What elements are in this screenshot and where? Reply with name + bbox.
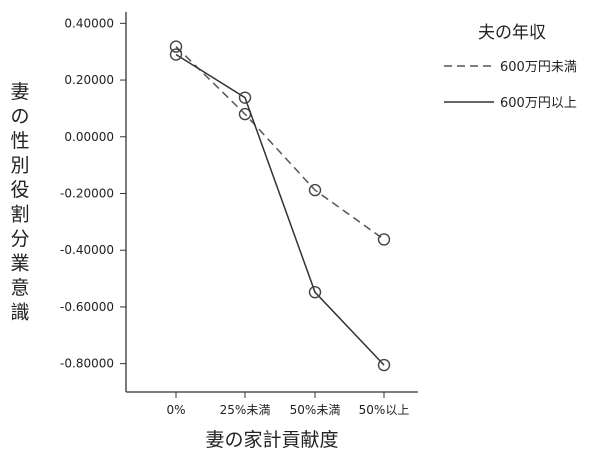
legend-label: 600万円以上: [500, 96, 577, 111]
data-point: [169, 40, 183, 53]
y-axis-label-char: 性: [10, 130, 29, 152]
y-axis-label-char: 分: [10, 228, 29, 250]
y-tick-label: 0.40000: [64, 16, 114, 30]
x-tick-label: 50%未満: [290, 403, 341, 417]
legend-items: 600万円未満 600万円以上: [444, 60, 577, 111]
y-axis-label-char: 識: [10, 302, 29, 324]
series-1: [169, 40, 391, 246]
y-axis-label-char: 業: [10, 253, 29, 275]
data-point: [169, 48, 183, 61]
x-tick-label: 25%未満: [220, 403, 271, 417]
series-layer: [169, 40, 391, 372]
y-axis-ticks: 0.40000 0.20000 0.00000 -0.20000 -0.40000 -0.…: [60, 16, 126, 371]
y-tick-label: -0.60000: [60, 300, 114, 314]
legend-item: 600万円未満: [444, 60, 577, 75]
plot-frame: [125, 12, 418, 393]
data-point: [238, 91, 252, 104]
y-tick-label: -0.40000: [60, 243, 114, 257]
y-tick-label: -0.20000: [60, 186, 114, 200]
y-tick-label: 0.20000: [64, 73, 114, 87]
series-2: [169, 48, 391, 372]
x-tick-label: 0%: [166, 403, 185, 417]
y-axis-label-char: 役: [10, 179, 29, 201]
y-axis-label-char: 別: [10, 155, 29, 177]
data-point: [377, 358, 391, 372]
series-line: [175, 46, 385, 241]
data-point: [308, 183, 322, 197]
y-axis-label-char: 意: [10, 277, 29, 299]
legend-title: 夫の年収: [478, 23, 546, 43]
y-axis-label-char: 妻: [10, 81, 29, 103]
y-tick-label: -0.80000: [60, 357, 114, 371]
legend-label: 600万円未満: [500, 60, 577, 75]
x-tick-label: 50%以上: [359, 403, 410, 417]
legend-item: 600万円以上: [444, 96, 577, 111]
data-point: [377, 233, 391, 246]
legend: 夫の年収 600万円未満 600万円以上: [444, 23, 577, 111]
series-line: [175, 53, 385, 366]
x-axis-label: 妻の家計貢献度: [205, 429, 338, 451]
data-point: [308, 285, 322, 299]
y-tick-label: 0.00000: [64, 130, 114, 144]
y-axis-label-char: の: [10, 106, 29, 128]
y-axis-label-char: 割: [10, 204, 29, 226]
x-axis-ticks: 0% 25%未満 50%未満 50%以上: [166, 392, 409, 417]
